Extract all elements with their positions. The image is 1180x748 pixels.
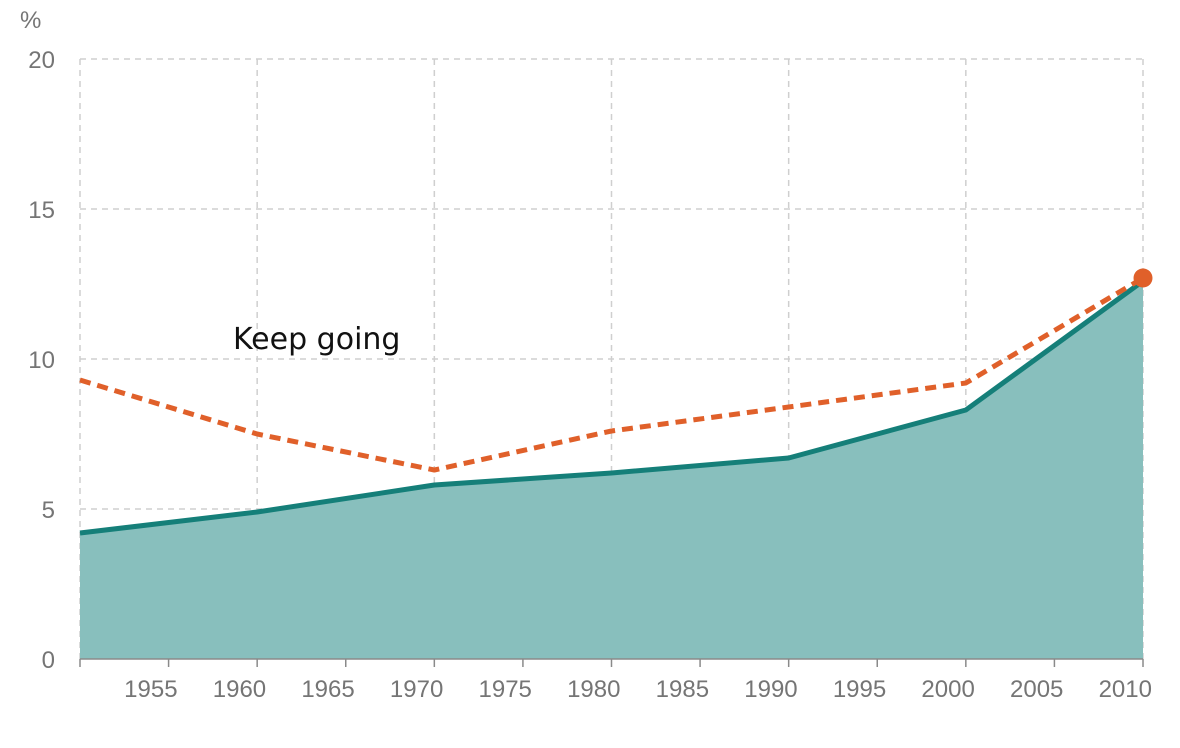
axes: 0 5 10 15 20 1955 1960 1965 1970 1975 1980 1985 1990…: [28, 47, 1152, 703]
line-layer: [79, 268, 1153, 536]
x-tick-label-1965: 1965: [301, 676, 354, 703]
annotation-keep-going: Keep going: [233, 322, 400, 357]
x-tick-label-1995: 1995: [833, 676, 886, 703]
x-tick-label-2000: 2000: [921, 676, 974, 703]
x-tick-label-1990: 1990: [744, 676, 797, 703]
area-layer: [80, 281, 1143, 659]
y-unit-label: %: [20, 7, 41, 34]
series-dashed-line: [79, 275, 1145, 473]
y-tick-label-0: 0: [42, 647, 55, 674]
y-tick-label-15: 15: [28, 197, 55, 224]
series-solid-line: [79, 278, 1145, 536]
y-tick-label-20: 20: [28, 47, 55, 74]
x-tick-label-1985: 1985: [656, 676, 709, 703]
x-tick-label-2005: 2005: [1010, 676, 1063, 703]
x-tick-label-1960: 1960: [213, 676, 266, 703]
x-tick-label-2010: 2010: [1099, 676, 1152, 703]
y-tick-label-10: 10: [28, 347, 55, 374]
series-area-fill: [80, 281, 1143, 659]
x-tick-label-1975: 1975: [479, 676, 532, 703]
x-tick-label-1980: 1980: [567, 676, 620, 703]
series-end-marker: [1133, 268, 1153, 288]
x-tick-label-1955: 1955: [124, 676, 177, 703]
x-tick-label-1970: 1970: [390, 676, 443, 703]
y-tick-label-5: 5: [42, 497, 55, 524]
